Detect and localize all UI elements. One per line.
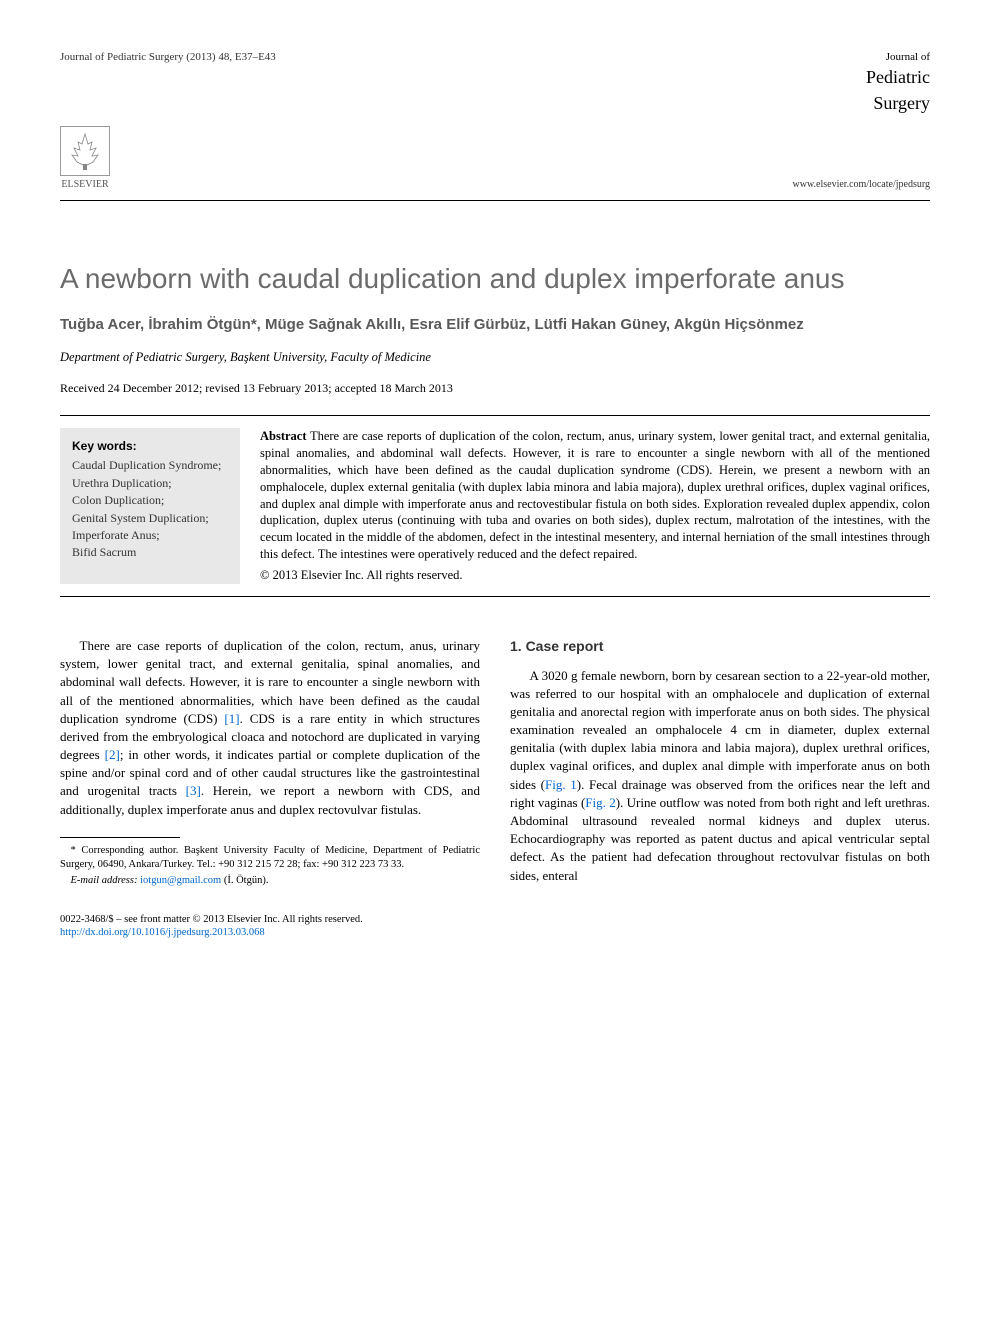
fig-link-2[interactable]: Fig. 2	[585, 795, 615, 810]
keyword-item: Genital System Duplication;	[72, 510, 228, 527]
abstract-body: There are case reports of duplication of…	[260, 429, 930, 561]
left-column: There are case reports of duplication of…	[60, 637, 480, 940]
ref-link-3[interactable]: [3]	[186, 783, 201, 798]
abstract-block: Key words: Caudal Duplication Syndrome; …	[60, 415, 930, 597]
corresponding-author-footnote: * Corresponding author. Başkent Universi…	[60, 844, 480, 872]
journal-url[interactable]: www.elsevier.com/locate/jpedsurg	[793, 178, 930, 192]
journal-name-line2: Pediatric	[866, 65, 930, 90]
affiliation: Department of Pediatric Surgery, Başkent…	[60, 349, 930, 367]
keyword-item: Bifid Sacrum	[72, 544, 228, 561]
journal-name-line3: Surgery	[866, 91, 930, 116]
keyword-item: Imperforate Anus;	[72, 527, 228, 544]
keywords-title: Key words:	[72, 438, 228, 455]
keyword-item: Colon Duplication;	[72, 492, 228, 509]
elsevier-tree-icon	[60, 126, 110, 176]
email-label: E-mail address:	[71, 875, 138, 886]
case-report-paragraph: A 3020 g female newborn, born by cesarea…	[510, 667, 930, 885]
abstract-copyright: © 2013 Elsevier Inc. All rights reserved…	[260, 567, 930, 584]
abstract-label: Abstract	[260, 429, 307, 443]
publisher-name: ELSEVIER	[61, 178, 108, 192]
issn-line: 0022-3468/$ – see front matter © 2013 El…	[60, 913, 480, 927]
ref-link-2[interactable]: [2]	[105, 747, 120, 762]
doi-link[interactable]: http://dx.doi.org/10.1016/j.jpedsurg.201…	[60, 927, 265, 938]
authors: Tuğba Acer, İbrahim Ötgün*, Müge Sağnak …	[60, 314, 930, 335]
article-title: A newborn with caudal duplication and du…	[60, 261, 930, 296]
keyword-item: Urethra Duplication;	[72, 475, 228, 492]
section-1-heading: 1. Case report	[510, 637, 930, 657]
ref-link-1[interactable]: [1]	[224, 711, 239, 726]
email-suffix: (İ. Ötgün).	[221, 875, 268, 886]
email-link[interactable]: iotgun@gmail.com	[140, 875, 221, 886]
intro-paragraph: There are case reports of duplication of…	[60, 637, 480, 819]
footnote-separator	[60, 837, 180, 838]
right-column: 1. Case report A 3020 g female newborn, …	[510, 637, 930, 940]
journal-reference: Journal of Pediatric Surgery (2013) 48, …	[60, 50, 276, 65]
header-row: Journal of Pediatric Surgery (2013) 48, …	[60, 50, 930, 116]
article-dates: Received 24 December 2012; revised 13 Fe…	[60, 380, 930, 397]
keywords-box: Key words: Caudal Duplication Syndrome; …	[60, 428, 240, 584]
elsevier-logo: ELSEVIER	[60, 126, 110, 192]
two-column-body: There are case reports of duplication of…	[60, 637, 930, 940]
journal-name-line1: Journal of	[866, 50, 930, 65]
bottom-info: 0022-3468/$ – see front matter © 2013 El…	[60, 913, 480, 940]
fig-link-1[interactable]: Fig. 1	[545, 777, 577, 792]
footnote-email: E-mail address: iotgun@gmail.com (İ. Ötg…	[60, 874, 480, 889]
keyword-item: Caudal Duplication Syndrome;	[72, 457, 228, 474]
journal-title-box: Journal of Pediatric Surgery	[866, 50, 930, 116]
abstract-text: Abstract There are case reports of dupli…	[260, 428, 930, 584]
header-divider	[60, 200, 930, 201]
logo-row: ELSEVIER www.elsevier.com/locate/jpedsur…	[60, 126, 930, 192]
